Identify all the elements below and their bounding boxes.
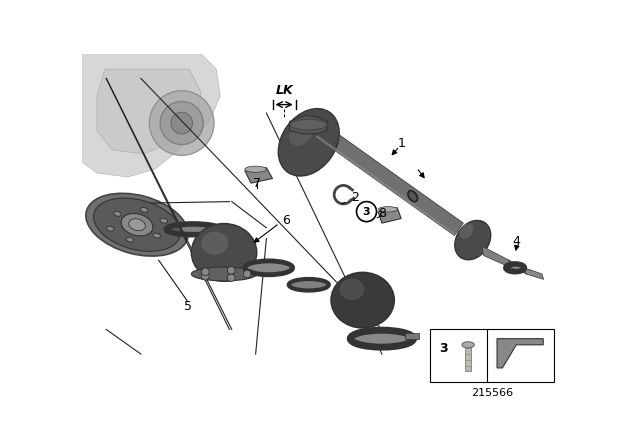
Circle shape (202, 268, 209, 276)
Text: 4: 4 (513, 235, 520, 248)
Polygon shape (524, 268, 543, 280)
Ellipse shape (278, 108, 339, 176)
Text: 6: 6 (282, 214, 289, 227)
Circle shape (202, 272, 209, 280)
Circle shape (227, 274, 235, 281)
Ellipse shape (378, 207, 397, 212)
Polygon shape (81, 54, 220, 177)
Ellipse shape (340, 279, 364, 300)
Polygon shape (482, 246, 511, 268)
Ellipse shape (462, 342, 474, 348)
Text: 7: 7 (253, 177, 261, 190)
Ellipse shape (291, 119, 327, 130)
Bar (465, 348, 471, 371)
Polygon shape (497, 339, 543, 368)
Ellipse shape (245, 166, 266, 172)
Text: 8: 8 (378, 207, 386, 220)
Text: 1: 1 (397, 137, 405, 150)
Circle shape (356, 202, 376, 222)
Ellipse shape (350, 330, 413, 347)
Ellipse shape (106, 226, 114, 231)
Polygon shape (378, 208, 401, 223)
Ellipse shape (160, 218, 168, 223)
Ellipse shape (191, 224, 257, 281)
Ellipse shape (166, 224, 220, 235)
Text: LK: LK (275, 84, 293, 97)
Ellipse shape (506, 264, 524, 271)
Text: 3: 3 (439, 342, 447, 355)
Ellipse shape (460, 223, 474, 239)
Polygon shape (289, 116, 328, 134)
Circle shape (160, 102, 204, 145)
Ellipse shape (121, 214, 153, 236)
Polygon shape (316, 135, 456, 236)
Ellipse shape (331, 272, 394, 328)
Ellipse shape (86, 193, 188, 256)
Polygon shape (509, 260, 527, 274)
Ellipse shape (114, 211, 121, 216)
Ellipse shape (129, 219, 145, 231)
Text: 3: 3 (363, 207, 371, 217)
Text: 2: 2 (351, 191, 359, 204)
Circle shape (171, 112, 193, 134)
Ellipse shape (289, 279, 329, 291)
Polygon shape (97, 69, 201, 154)
Ellipse shape (191, 267, 257, 281)
Text: 5: 5 (184, 300, 192, 313)
Polygon shape (316, 125, 463, 236)
Ellipse shape (153, 233, 161, 238)
Ellipse shape (202, 232, 228, 255)
Polygon shape (245, 168, 273, 183)
Ellipse shape (408, 191, 417, 202)
Circle shape (243, 270, 251, 278)
Bar (429, 329, 554, 382)
Text: 215566: 215566 (471, 388, 513, 397)
Ellipse shape (93, 198, 180, 251)
Bar (405, 332, 419, 339)
Ellipse shape (289, 119, 313, 146)
Ellipse shape (140, 207, 148, 212)
Circle shape (149, 91, 214, 155)
Ellipse shape (245, 261, 292, 275)
Ellipse shape (455, 220, 491, 260)
Circle shape (227, 267, 235, 274)
Ellipse shape (126, 237, 134, 242)
